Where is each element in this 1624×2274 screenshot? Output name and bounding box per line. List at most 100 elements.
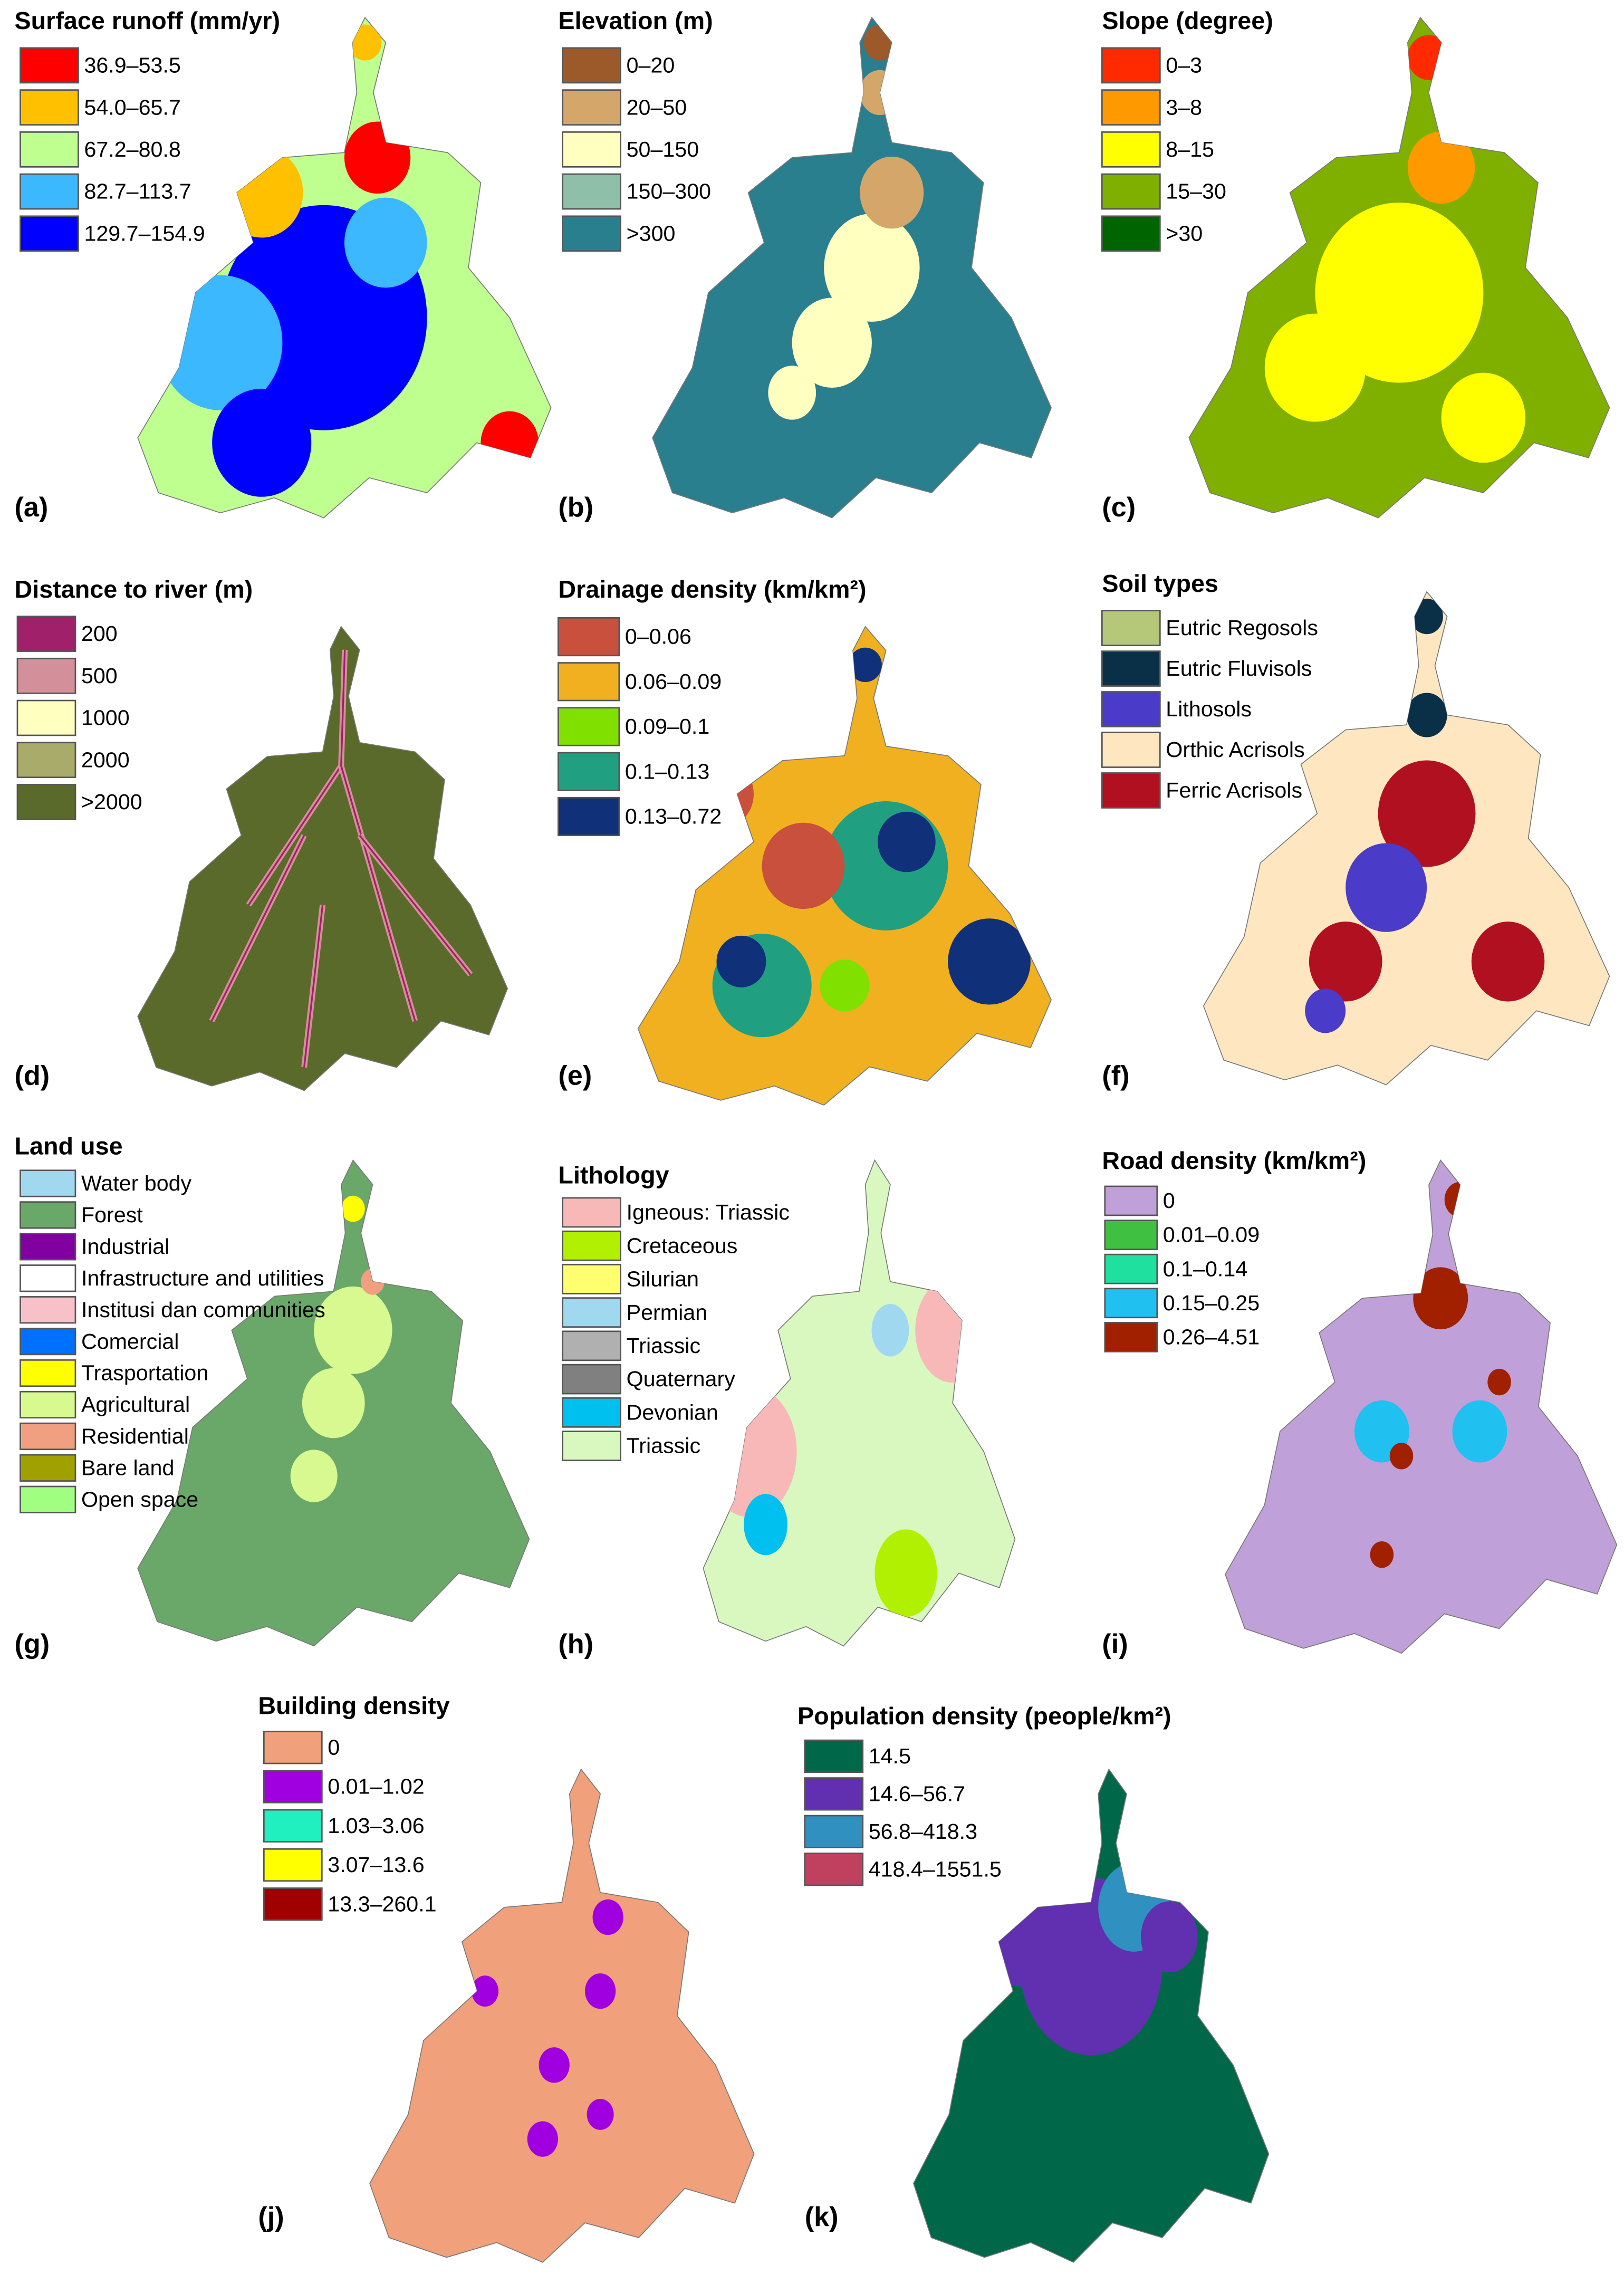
legend-swatch (20, 173, 79, 210)
map-zone (314, 1286, 392, 1374)
legend-label: 82.7–113.7 (84, 179, 191, 204)
map-zone (1370, 1541, 1394, 1568)
legend-label: 3.07–13.6 (328, 1853, 424, 1877)
map-zones (158, 24, 539, 497)
river (340, 649, 346, 766)
legend-label: 0.1–0.14 (1163, 1256, 1247, 1281)
legend-swatch (20, 1454, 76, 1482)
map-zone (871, 1304, 909, 1357)
map-panel: Soil types (f) Eutric Regosols Eutric Fluvi… (1101, 570, 1610, 1091)
map-zone (915, 1278, 991, 1383)
map-zone (1140, 1901, 1198, 1973)
legend-swatch (20, 1328, 76, 1356)
legend-label: Orthic Acrisols (1166, 737, 1304, 762)
legend-label: Eutric Fluvisols (1166, 656, 1312, 680)
panel-letter: (k) (805, 2202, 839, 2232)
legend-label: 0.01–0.09 (1163, 1223, 1260, 1247)
legend-label: 0 (328, 1735, 340, 1760)
map-zone (472, 1975, 499, 2007)
legend-swatch (16, 742, 76, 779)
legend-swatch (1101, 772, 1161, 809)
legend-swatch (263, 1848, 323, 1882)
legend-label: 14.5 (869, 1744, 911, 1768)
legend-label: Trasportation (81, 1361, 208, 1385)
legend-swatch (558, 707, 620, 746)
map-zone (344, 197, 427, 288)
map-zones (1354, 1182, 1511, 1568)
map-panel: Elevation (m) (b) 0–20 20–50 50–150 150–300 >3… (558, 7, 1052, 523)
map-zone (878, 811, 936, 872)
map-panel: Slope (degree) (c) 0–3 3–8 8–15 15–30 >30 (1101, 7, 1610, 523)
legend-label: Residential (81, 1424, 189, 1448)
legend-swatch (1104, 1253, 1158, 1284)
panel-letter: (h) (558, 1629, 593, 1659)
legend-swatch (20, 1422, 76, 1451)
map-zones (687, 647, 1031, 1038)
legend-label: Bare land (81, 1455, 174, 1480)
panel-letter: (f) (1102, 1061, 1129, 1091)
panel-letter: (i) (1102, 1629, 1128, 1659)
map-zone (1407, 131, 1475, 204)
legend-label: 3–8 (1166, 95, 1202, 119)
legend-label: 0.15–0.25 (1163, 1291, 1260, 1315)
legend-swatch (562, 131, 621, 168)
legend-label: 129.7–154.9 (84, 221, 205, 245)
map-zone (1407, 35, 1450, 80)
panel-letter: (j) (258, 2202, 284, 2232)
map-panel: Surface runoff (mm/yr) (a) 36.9–53.5 54.0–6… (14, 7, 552, 523)
map-zone (820, 960, 870, 1012)
legend-label: 0.1–0.13 (625, 759, 709, 783)
legend-swatch (20, 1485, 76, 1513)
map-panel: Drainage density (km/km²) (e) 0–0.06 0.06–0… (558, 575, 1052, 1106)
legend-swatch (1101, 732, 1161, 768)
map-zone (1389, 1443, 1414, 1470)
legend-label: >300 (627, 221, 676, 245)
map-zone (1413, 1267, 1468, 1330)
map-zone (1140, 1810, 1169, 1846)
legend-swatch (20, 1169, 76, 1197)
map-zones (768, 24, 924, 420)
legend-swatch (1101, 47, 1161, 84)
map-zone (909, 1167, 934, 1202)
legend-label: Silurian (627, 1267, 699, 1291)
legend-swatch (562, 1264, 621, 1294)
legend-label: 14.6–56.7 (869, 1781, 965, 1806)
map-zone (1137, 1780, 1159, 1808)
legend-label: 0.09–0.1 (625, 714, 709, 738)
legend-label: 0–20 (627, 53, 675, 78)
legend-swatch (1104, 1288, 1158, 1319)
panel-title: Slope (degree) (1102, 7, 1273, 34)
legend-label: 54.0–65.7 (84, 95, 180, 119)
map-zone (1305, 989, 1346, 1033)
legend-label: 15–30 (1166, 179, 1226, 204)
basin (369, 1768, 755, 2263)
legend-label: Quaternary (627, 1367, 736, 1391)
map-zone (1471, 922, 1545, 1002)
map-zone (587, 2098, 614, 2130)
map-zone (768, 366, 816, 420)
legend-swatch (562, 1397, 621, 1428)
legend-swatch (20, 215, 79, 252)
legend-swatch (558, 617, 620, 657)
map-zone (744, 1494, 787, 1556)
legend-swatch (804, 1777, 864, 1811)
legend-swatch (804, 1739, 864, 1773)
legend-label: 36.9–53.5 (84, 53, 180, 78)
legend-label: 8–15 (1166, 137, 1214, 161)
legend-swatch (20, 47, 79, 84)
legend-label: 0–0.06 (625, 625, 691, 649)
legend-swatch (1101, 691, 1161, 727)
legend-label: 0–3 (1166, 53, 1202, 78)
panel-letter: (c) (1102, 492, 1136, 523)
panel-title: Population density (people/km²) (797, 1702, 1171, 1730)
legend-swatch (804, 1853, 864, 1886)
map-zone (1452, 1400, 1507, 1463)
panel-title: Lithology (558, 1161, 669, 1188)
river (303, 905, 324, 1068)
legend-swatch (1101, 131, 1161, 168)
map-zone (1378, 760, 1476, 867)
panel-title: Surface runoff (mm/yr) (14, 7, 280, 34)
map-panel: Land use (g) Water body Forest Industrial Inf… (14, 1132, 530, 1659)
